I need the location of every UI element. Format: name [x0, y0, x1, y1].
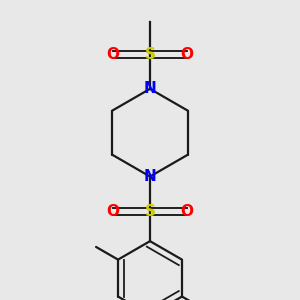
Text: O: O — [106, 204, 120, 219]
Text: O: O — [180, 204, 194, 219]
Text: S: S — [145, 204, 155, 219]
Text: N: N — [144, 81, 156, 96]
Text: N: N — [144, 169, 156, 184]
Text: S: S — [145, 47, 155, 62]
Text: O: O — [106, 47, 120, 62]
Text: O: O — [180, 47, 194, 62]
